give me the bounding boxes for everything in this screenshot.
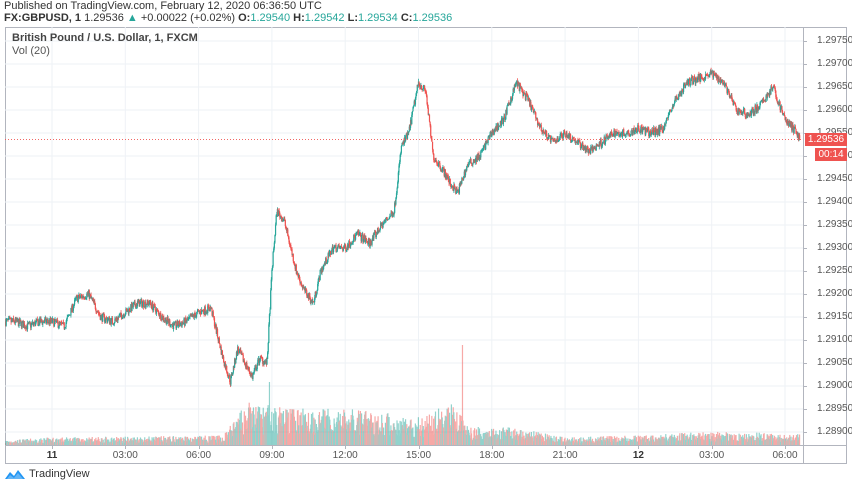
price-axis-tick bbox=[803, 271, 807, 272]
price-axis-line bbox=[803, 27, 804, 464]
time-axis-tick bbox=[785, 445, 786, 449]
time-axis-tick bbox=[198, 445, 200, 449]
tradingview-wordmark: TradingView bbox=[29, 468, 90, 480]
candlestick-chart bbox=[5, 27, 804, 445]
time-axis-tick bbox=[711, 445, 713, 449]
time-axis-label: 12 bbox=[632, 450, 644, 461]
price-axis-label: 1.29300 bbox=[817, 242, 852, 253]
price-axis-tick bbox=[803, 409, 807, 410]
time-axis-tick bbox=[491, 445, 493, 449]
price-axis-label: 1.29550 bbox=[817, 128, 852, 138]
price-axis-label: 1.29600 bbox=[817, 104, 852, 115]
time-axis-label: 06:00 bbox=[772, 450, 798, 461]
time-axis-tick bbox=[125, 445, 127, 449]
price-axis-tick bbox=[803, 225, 807, 226]
price-axis-label: 1.29050 bbox=[817, 357, 852, 368]
time-axis-label: 11 bbox=[46, 450, 58, 461]
volume-bars bbox=[5, 345, 801, 445]
price-axis-tick bbox=[803, 202, 807, 203]
chart-frame bbox=[5, 27, 847, 464]
close-label: C: bbox=[400, 12, 413, 24]
price-axis-label: 1.29650 bbox=[817, 81, 852, 92]
price-axis-label: 1.29450 bbox=[817, 173, 852, 184]
price-axis-tick bbox=[803, 87, 807, 88]
open-value: 1.29540 bbox=[250, 12, 291, 24]
price-axis-label: 1.28900 bbox=[817, 426, 852, 437]
candles bbox=[5, 67, 801, 388]
price-axis-tick bbox=[803, 432, 807, 433]
symbol-label: FX:GBPUSD, 1 bbox=[4, 12, 82, 24]
price-axis-label: 1.29150 bbox=[817, 311, 852, 322]
price-axis-tick bbox=[803, 248, 807, 249]
time-axis-tick bbox=[52, 445, 53, 449]
price-axis-tick bbox=[803, 110, 807, 111]
price-axis-tick bbox=[803, 179, 807, 180]
close-value: 1.29536 bbox=[412, 12, 453, 24]
time-axis-label: 18:00 bbox=[479, 450, 505, 461]
price-axis-label: 1.29350 bbox=[817, 219, 852, 230]
high-value: 1.29542 bbox=[304, 12, 345, 24]
last-price: 1.29536 bbox=[84, 12, 124, 24]
price-axis-label: 1.29200 bbox=[817, 288, 852, 299]
price-axis-label: 1.29750 bbox=[817, 35, 852, 46]
price-axis-label: 1.29700 bbox=[817, 58, 852, 69]
tradingview-cloud-icon bbox=[4, 468, 26, 480]
price-axis-tick bbox=[803, 64, 807, 65]
price-axis-label: 1.29100 bbox=[817, 334, 852, 345]
time-axis-tick bbox=[565, 445, 567, 449]
series-title: British Pound / U.S. Dollar, 1, FXCM bbox=[12, 32, 198, 44]
price-axis-tick bbox=[803, 340, 807, 341]
time-axis-label: 12:00 bbox=[332, 450, 358, 461]
price-axis-tick bbox=[803, 363, 807, 364]
time-axis-label: 21:00 bbox=[552, 450, 578, 461]
time-axis-tick bbox=[638, 445, 640, 449]
time-axis-tick bbox=[271, 445, 273, 449]
price-axis-tick bbox=[803, 317, 807, 318]
change-up-arrow-icon: ▲ bbox=[126, 12, 138, 24]
time-axis-label: 06:00 bbox=[186, 450, 212, 461]
price-axis-tick bbox=[803, 156, 807, 157]
low-value: 1.29534 bbox=[358, 12, 398, 24]
price-axis-label: 1.29000 bbox=[817, 380, 852, 391]
time-axis-tick bbox=[418, 445, 420, 449]
price-change: +0.00022 (+0.02%) bbox=[140, 12, 236, 24]
time-axis-line bbox=[5, 445, 847, 446]
bar-countdown-tag: 00:14 bbox=[815, 148, 847, 162]
last-price-tag: 1.29536 bbox=[805, 133, 847, 147]
high-label: H: bbox=[293, 12, 305, 24]
time-axis-tick bbox=[345, 445, 347, 449]
time-axis-label: 15:00 bbox=[405, 450, 432, 461]
time-axis-label: 09:00 bbox=[259, 450, 285, 461]
published-caption: Published on TradingView.com, February 1… bbox=[4, 0, 322, 12]
tradingview-logo[interactable]: TradingView bbox=[4, 468, 90, 480]
chart-plot-area[interactable] bbox=[5, 27, 804, 445]
time-axis-label: 03:00 bbox=[699, 450, 725, 461]
price-axis-label: 1.29250 bbox=[817, 265, 852, 276]
low-label: L: bbox=[347, 12, 358, 24]
symbol-legend: FX:GBPUSD, 1 1.29536 ▲ +0.00022 (+0.02%)… bbox=[4, 12, 452, 24]
price-axis-tick bbox=[803, 386, 807, 387]
price-axis-label: 1.28950 bbox=[817, 403, 852, 414]
volume-indicator-title: Vol (20) bbox=[12, 45, 50, 57]
open-label: O: bbox=[238, 12, 251, 24]
price-axis-tick bbox=[803, 294, 807, 295]
time-axis-label: 03:00 bbox=[112, 450, 138, 461]
price-axis-label: 1.29400 bbox=[817, 196, 852, 207]
price-axis-tick bbox=[803, 41, 807, 42]
